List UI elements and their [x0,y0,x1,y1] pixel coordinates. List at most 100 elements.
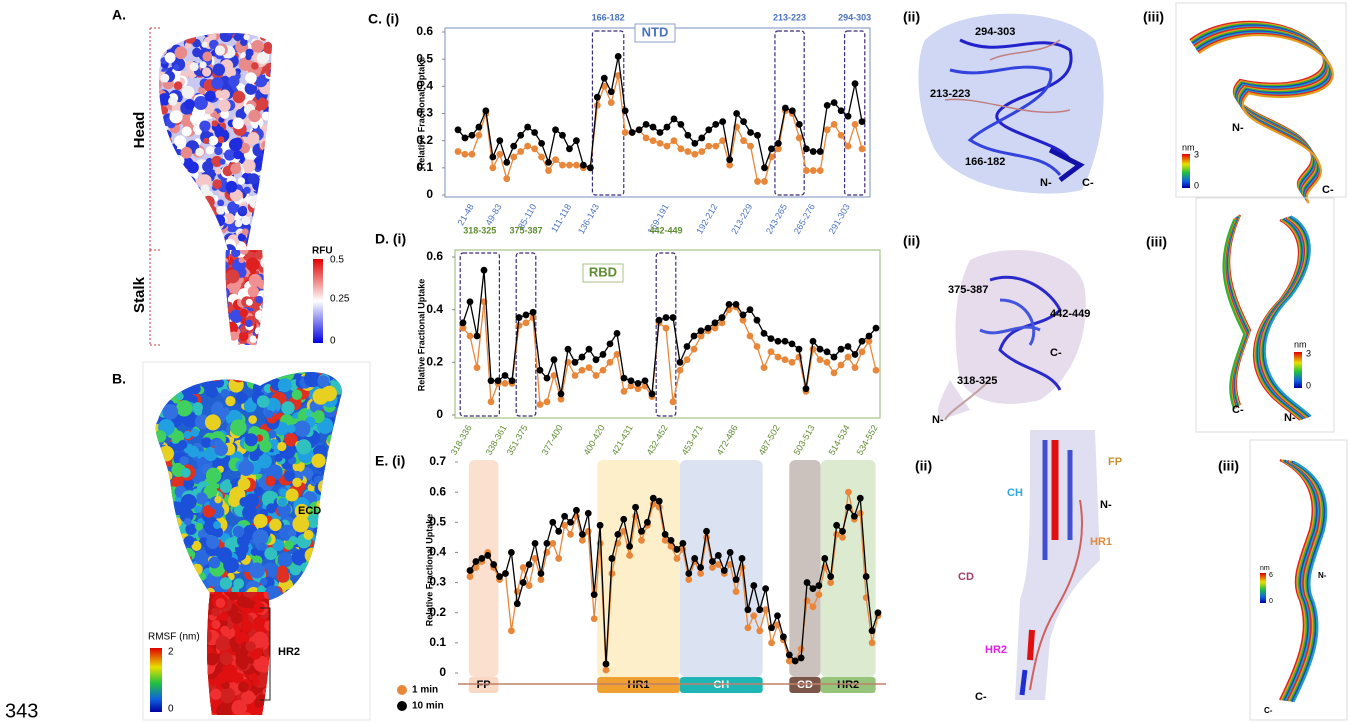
surface-atom [176,583,192,599]
surface-atom [158,572,169,582]
surface-atom [225,180,238,193]
surface-atom [317,534,332,549]
surface-atom [205,146,215,155]
surface-atom [264,245,272,253]
surface-atom [258,208,267,216]
surface-atom [199,120,211,132]
surface-atom [180,201,189,211]
surface-atom [333,484,342,502]
surface-atom [181,192,190,201]
surface-atom [180,175,191,186]
surface-atom [269,209,272,216]
colorbar-tick: 0.5 [330,255,344,266]
data-point [459,324,467,332]
surface-atom [262,252,264,259]
series-line [462,270,877,397]
surface-atom [160,136,172,148]
surface-atom [202,67,212,77]
colorbar-tick: 0.25 [330,294,350,305]
data-point [557,390,565,398]
highlight-label: 318-325 [463,225,496,235]
surface-atom [162,134,169,141]
data-point [821,555,829,562]
surface-atom [177,203,191,217]
surface-atom [333,444,342,461]
data-point [823,101,831,109]
surface-atom [219,651,233,666]
data-point [809,603,817,611]
surface-atom [168,520,177,528]
surface-atom [155,496,169,512]
surface-atom [175,372,189,378]
data-point [461,134,469,142]
surface-atom [248,109,261,123]
surface-atom [244,82,258,95]
surface-atom [265,475,276,487]
data-point [472,558,480,565]
surface-atom [166,208,177,220]
x-tick-label: 318-336 [449,423,474,457]
data-point [596,521,604,529]
surface-atom [173,64,180,71]
surface-atom [168,96,178,106]
surface-atom [148,72,158,82]
data-point [691,555,699,562]
highlight-label: 213-223 [773,12,806,22]
surface-atom [248,273,262,287]
surface-atom [257,250,264,257]
surface-atom [239,496,250,507]
surface-atom [202,51,213,62]
data-point [691,150,699,158]
surface-atom [249,195,263,209]
surface-atom [155,518,171,533]
surface-atom [257,216,272,231]
data-point [475,123,483,131]
surface-atom [255,333,262,340]
y-axis-title: Relative Fractional Uptake [416,279,426,392]
tube [1291,460,1326,703]
data-point [844,142,852,150]
data-point [698,148,706,155]
surface-atom [265,142,272,157]
surface-atom [158,22,166,30]
data-point [487,398,495,406]
data-point [797,645,805,653]
surface-atom [268,355,283,370]
data-point [627,382,635,390]
surface-atom [160,73,170,83]
tube [1285,459,1320,702]
surface-atom [266,402,277,413]
colorbar-tick: 0 [1269,598,1273,605]
surface-atom [160,583,172,594]
data-point [632,503,639,511]
surface-atom [272,631,288,647]
surface-atom [341,544,342,557]
surface-atom [258,542,266,551]
data-point [753,343,761,350]
data-point [809,167,817,174]
surface-atom [268,226,272,239]
data-point [858,145,866,153]
surface-atom [264,339,274,349]
structure-label: CD [958,571,974,583]
surface-atom [204,90,216,102]
surface-atom [207,612,208,626]
data-point [634,385,642,393]
data-point [555,527,563,535]
panel-label: (ii) [915,458,932,474]
surface-atom [207,649,208,664]
structure-label: N- [1100,499,1112,511]
surface-atom [244,433,258,447]
data-point [502,570,509,577]
data-point [578,353,586,361]
surface-atom [203,484,218,499]
surface-atom [207,616,211,624]
surface-atom [150,215,157,222]
data-point [557,395,565,403]
surface-atom [328,505,340,517]
data-point [816,167,824,174]
surface-atom [252,631,269,648]
data-point [608,555,616,562]
data-point [781,104,789,112]
panel-frame [1175,2,1347,198]
